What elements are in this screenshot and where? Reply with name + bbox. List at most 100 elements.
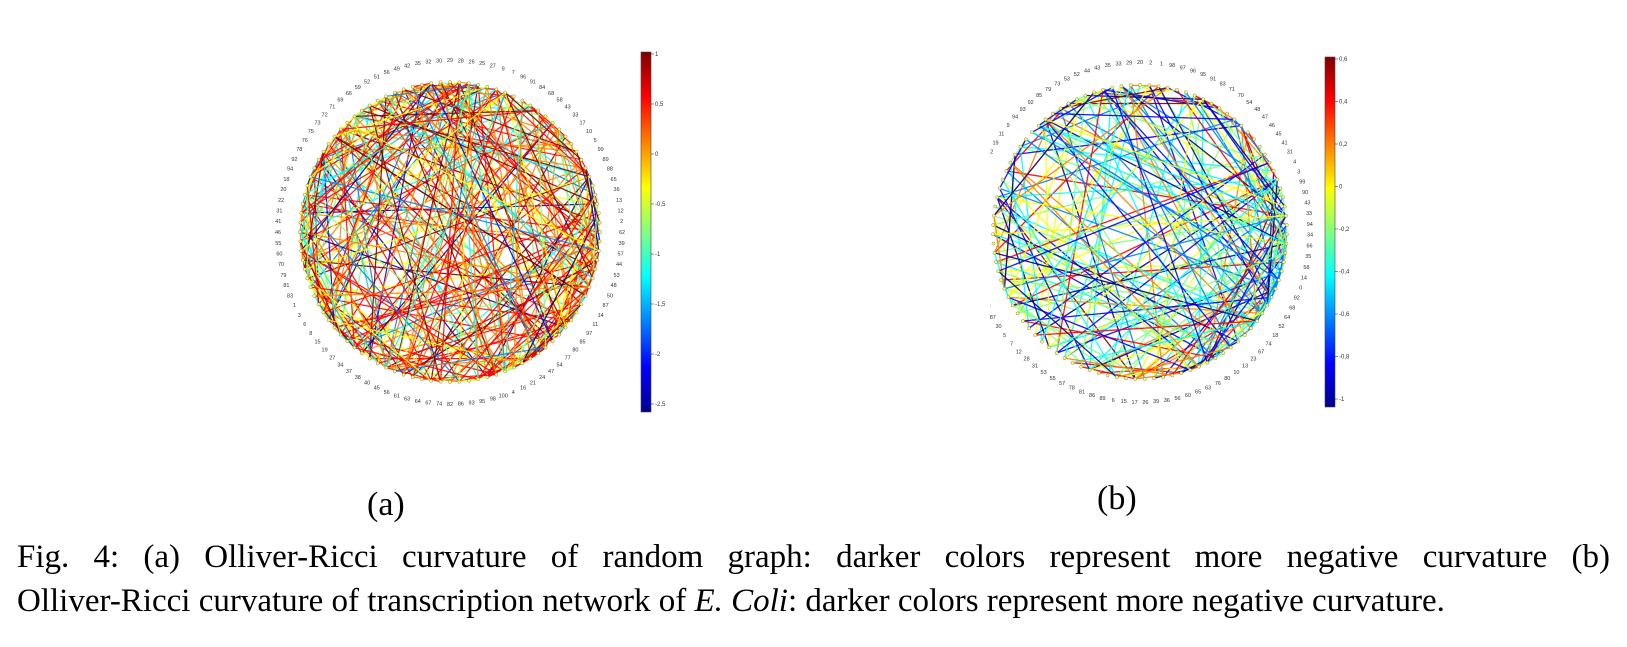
graph-node bbox=[593, 192, 598, 197]
graph-node bbox=[1058, 106, 1063, 111]
colorbar-tick-label: 0,5 bbox=[655, 102, 664, 108]
node-label: 39 bbox=[619, 241, 625, 247]
graph-edge bbox=[504, 92, 582, 161]
graph-node bbox=[476, 82, 480, 87]
graph-edge bbox=[1005, 103, 1069, 172]
graph-node bbox=[569, 318, 574, 323]
graph-edge bbox=[403, 92, 506, 375]
graph-node bbox=[1006, 295, 1011, 300]
graph-edge bbox=[468, 83, 479, 380]
graph-edge bbox=[992, 224, 1224, 354]
graph-edge bbox=[993, 252, 1009, 298]
graph-node bbox=[1101, 87, 1105, 92]
graph-node bbox=[326, 318, 331, 323]
graph-edge bbox=[1237, 206, 1286, 342]
node-label: 33 bbox=[572, 112, 578, 118]
graph-node bbox=[598, 230, 602, 234]
graph-edge bbox=[1008, 296, 1263, 315]
node-label: 56 bbox=[1174, 396, 1180, 402]
circular-graph-b: 20 2 1 98 9796959183717054484746454131439990… bbox=[967, 56, 1350, 408]
graph-node bbox=[300, 258, 305, 262]
node-label: 5 bbox=[1003, 333, 1006, 339]
graph-edge bbox=[1004, 170, 1274, 290]
node-label: 1 bbox=[293, 303, 296, 309]
graph-node bbox=[1156, 84, 1161, 89]
graph-edge bbox=[459, 376, 488, 383]
graph-edge bbox=[504, 92, 594, 279]
graph-node bbox=[485, 84, 490, 89]
node-label: 61 bbox=[394, 394, 400, 400]
graph-node bbox=[1232, 117, 1237, 122]
node-label: 38 bbox=[355, 375, 361, 381]
graph-node bbox=[550, 120, 555, 125]
graph-node bbox=[448, 380, 452, 384]
graph-node bbox=[1161, 375, 1165, 380]
node-label: 56 bbox=[384, 390, 390, 396]
graph-node bbox=[563, 134, 568, 139]
graph-node bbox=[991, 223, 996, 227]
graph-node bbox=[587, 285, 592, 289]
node-label: 29 bbox=[447, 58, 453, 64]
node-label: 97 bbox=[586, 331, 592, 337]
node-label: 88 bbox=[607, 167, 613, 173]
graph-node bbox=[1128, 83, 1133, 88]
node-label: 26 bbox=[469, 59, 475, 65]
graph-node bbox=[1066, 101, 1071, 106]
graph-node bbox=[520, 361, 525, 366]
node-label: 19 bbox=[992, 140, 998, 146]
graph-edge bbox=[394, 91, 596, 196]
graph-node bbox=[1242, 333, 1247, 337]
node-label: 100 bbox=[499, 394, 508, 400]
graph-edge bbox=[588, 176, 601, 242]
node-label: 85 bbox=[579, 340, 585, 346]
node-label: 34 bbox=[1307, 233, 1313, 239]
graph-node bbox=[1054, 351, 1059, 355]
graph-node bbox=[1138, 83, 1142, 87]
graph-edge bbox=[304, 194, 506, 372]
graph-node bbox=[1165, 85, 1170, 90]
graph-panel-b: 20 2 1 98 97 96 95 91 83 71 70 54 48 47 46 45 41 31 4 3 99 90… bbox=[967, 45, 1410, 440]
caption-line-2-end: : darker colors represent more negative … bbox=[787, 583, 1445, 619]
node-label: 9 bbox=[1007, 123, 1010, 129]
node-label: 27 bbox=[490, 63, 496, 69]
graph-edge bbox=[477, 194, 596, 380]
graph-node bbox=[1179, 371, 1184, 375]
node-label: 52 bbox=[364, 79, 370, 85]
node-label: 71 bbox=[1229, 87, 1235, 93]
graph-node bbox=[1004, 169, 1009, 173]
graph-node bbox=[375, 361, 380, 366]
graph-node bbox=[438, 379, 443, 384]
node-label: 71 bbox=[329, 105, 335, 111]
graph-node bbox=[1282, 260, 1286, 264]
node-label: 76 bbox=[1215, 381, 1221, 387]
graph-edge bbox=[299, 82, 432, 224]
node-label: 47 bbox=[548, 369, 554, 375]
graph-edge bbox=[361, 110, 590, 178]
node-label: 33 bbox=[1306, 211, 1312, 217]
graph-node bbox=[332, 325, 337, 330]
node-label: 70 bbox=[1238, 93, 1244, 99]
colorbar-tick-label: -0,6 bbox=[1339, 312, 1350, 318]
graph-node bbox=[305, 276, 310, 281]
node-label: 64 bbox=[1284, 315, 1290, 321]
node-label: 66 bbox=[1306, 244, 1312, 250]
graph-edge bbox=[585, 168, 594, 279]
node-label: 97 bbox=[1180, 65, 1186, 71]
node-label: 48 bbox=[611, 283, 617, 289]
node-label: 65 bbox=[1195, 390, 1201, 396]
graph-node bbox=[1070, 360, 1075, 365]
graph-edge bbox=[1130, 84, 1159, 87]
graph-node bbox=[1124, 376, 1128, 381]
graph-edge bbox=[300, 92, 506, 252]
graph-node bbox=[1110, 85, 1114, 90]
node-label: 51 bbox=[374, 74, 380, 80]
graph-edge bbox=[1008, 296, 1191, 371]
graph-node bbox=[587, 174, 592, 179]
graph-node bbox=[1197, 364, 1201, 369]
graph-edge bbox=[1102, 89, 1220, 109]
node-label: 59 bbox=[355, 85, 361, 91]
graph-edge bbox=[1116, 346, 1232, 378]
node-label: 35 bbox=[1305, 254, 1311, 260]
graph-edge bbox=[300, 91, 506, 214]
node-label: 25 bbox=[479, 61, 485, 67]
